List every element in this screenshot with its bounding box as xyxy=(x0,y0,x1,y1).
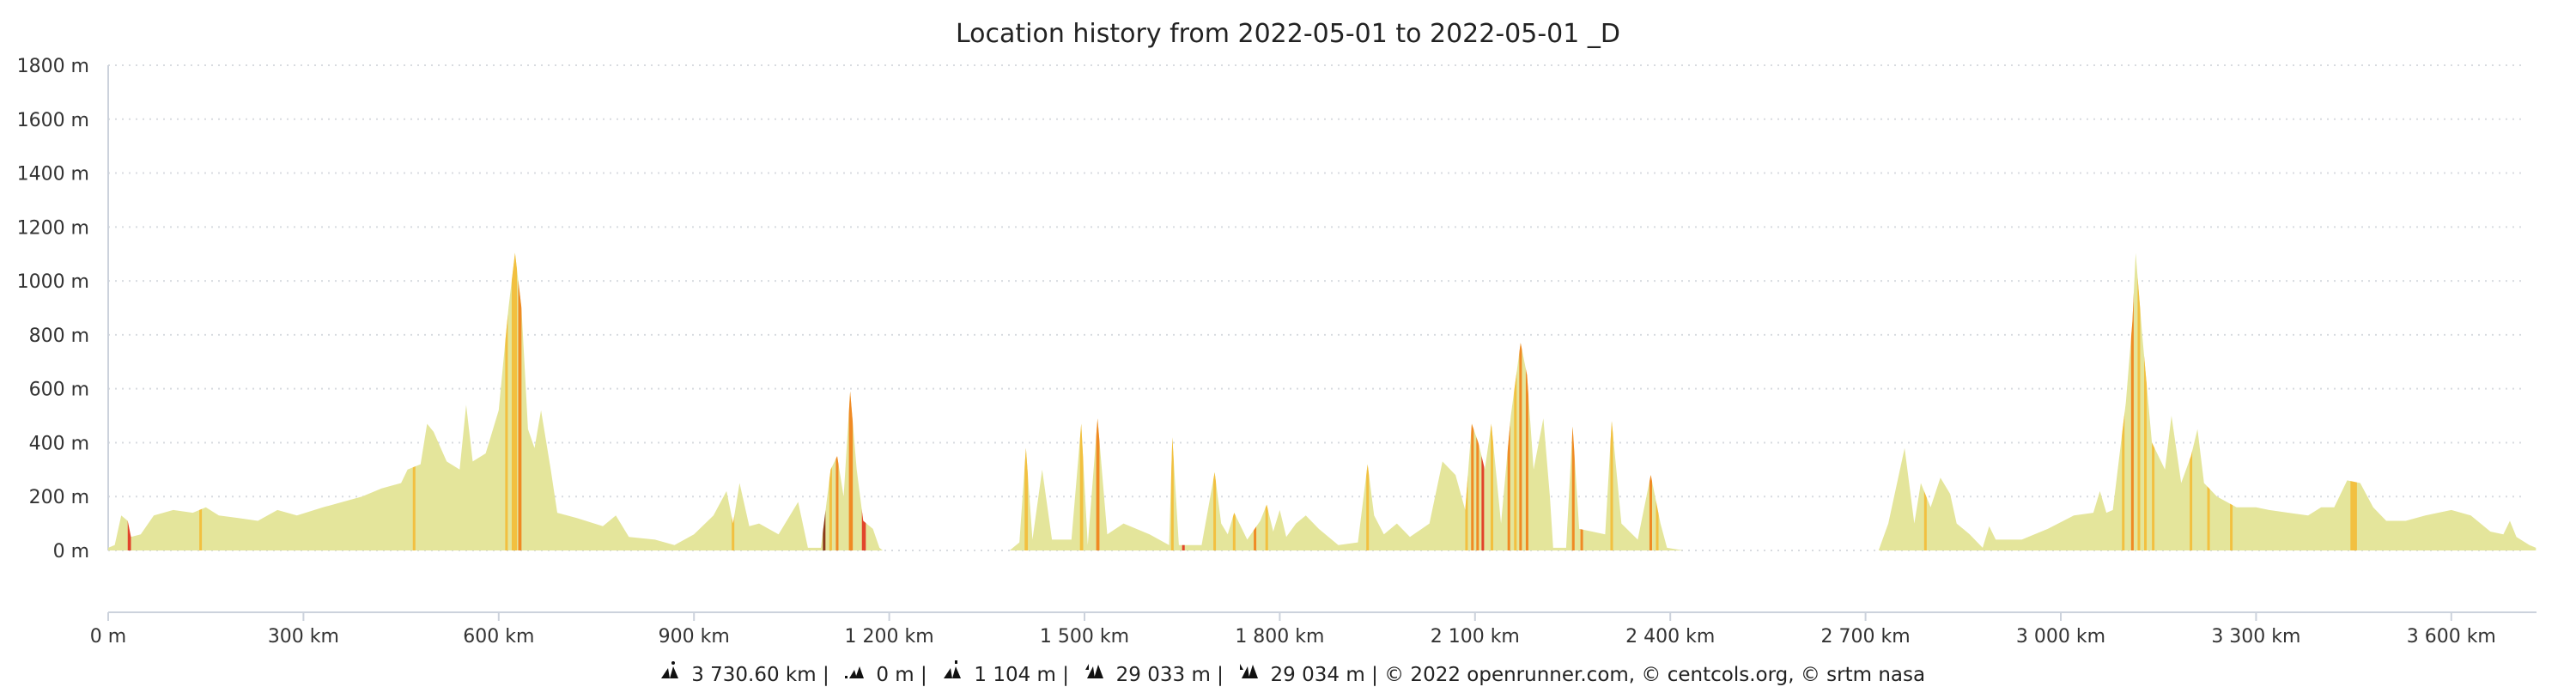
steep-segment-orange xyxy=(1254,252,1257,550)
separator: | xyxy=(1217,663,1224,686)
y-tick-label: 1600 m xyxy=(17,110,89,131)
x-tick-label: 1 800 km xyxy=(1235,626,1324,647)
y-axis: 0 m 200 m 400 m 600 m 800 m 1000 m 1200 m 1400 … xyxy=(17,56,89,562)
steep-segment-orange xyxy=(1096,252,1100,550)
x-tick-label: 3 000 km xyxy=(2016,626,2105,647)
y-tick-label: 1800 m xyxy=(17,56,89,77)
route-summary: 3 730.60 km | 0 m | 1 104 m | 29 033 m |… xyxy=(0,660,2576,686)
x-tick-label: 0 m xyxy=(90,626,126,647)
steep-segment-yellow xyxy=(732,252,735,550)
steep-segment-yellow xyxy=(511,252,518,550)
steep-segment-red xyxy=(127,252,131,550)
steep-segment-yellow xyxy=(1265,252,1268,550)
separator: | xyxy=(1371,663,1378,686)
steep-segment-orange xyxy=(1471,252,1474,550)
steep-segment-yellow xyxy=(1490,252,1494,550)
steep-segment-orange xyxy=(1476,252,1479,550)
y-tick-label: 400 m xyxy=(29,433,89,454)
steep-segment-yellow xyxy=(412,252,416,550)
steep-segment-yellow xyxy=(2230,252,2233,550)
credits: © 2022 openrunner.com, © centcols.org, ©… xyxy=(1384,663,1926,686)
distance-icon xyxy=(660,661,678,678)
steep-segment-orange xyxy=(1649,252,1652,550)
steep-segment-yellow xyxy=(199,252,203,550)
steep-segment-orange xyxy=(1525,252,1528,550)
steep-segment-yellow xyxy=(505,252,508,550)
y-tick-label: 200 m xyxy=(29,487,89,508)
steep-segment-orange xyxy=(1507,252,1510,550)
steep-segment-red xyxy=(1481,252,1485,550)
x-tick-label: 3 600 km xyxy=(2407,626,2496,647)
steep-segment-yellow xyxy=(2144,252,2148,550)
steep-segment-yellow xyxy=(1656,252,1659,550)
descent-icon xyxy=(1240,664,1259,678)
max-altitude-icon xyxy=(944,660,962,678)
steep-segment-yellow xyxy=(1366,252,1370,550)
steep-segment-orange xyxy=(2130,252,2134,550)
steep-segment-yellow xyxy=(2207,252,2210,550)
elevation-chart: Location history from 2022-05-01 to 2022… xyxy=(17,19,2537,647)
descent-value: 29 034 m xyxy=(1270,663,1365,686)
steep-segment-yellow xyxy=(1923,252,1927,550)
steep-segment-yellow xyxy=(1170,252,1174,550)
steep-segment-orange xyxy=(1519,252,1522,550)
distance-value: 3 730.60 km xyxy=(691,663,817,686)
steep-segment-yellow xyxy=(1610,252,1613,550)
y-tick-label: 1200 m xyxy=(17,217,89,239)
steep-segment-yellow xyxy=(1024,252,1029,550)
steep-segment-orange xyxy=(848,252,854,550)
steep-segment-yellow xyxy=(2122,252,2125,550)
x-tick-label: 1 500 km xyxy=(1040,626,1129,647)
steep-segment-yellow xyxy=(2350,252,2357,550)
ascent-value: 29 033 m xyxy=(1115,663,1211,686)
steep-segment-yellow xyxy=(2190,252,2193,550)
steep-segment-yellow xyxy=(2137,252,2141,550)
y-tick-label: 600 m xyxy=(29,380,89,401)
ascent-icon xyxy=(1085,664,1104,678)
steep-segment-brown xyxy=(823,252,826,550)
separator: | xyxy=(920,663,927,686)
x-tick-label: 1 200 km xyxy=(845,626,934,647)
separator: | xyxy=(822,663,829,686)
y-tick-label: 1400 m xyxy=(17,164,89,185)
steep-segment-orange xyxy=(835,252,839,550)
x-tick-label: 900 km xyxy=(659,626,730,647)
x-tick-label: 2 700 km xyxy=(1821,626,1911,647)
steep-segment-orange xyxy=(518,252,522,550)
steep-segment-yellow xyxy=(2152,252,2155,550)
steep-segment-yellow xyxy=(1213,252,1217,550)
y-tick-label: 1000 m xyxy=(17,271,89,293)
steep-segment-yellow xyxy=(1232,252,1236,550)
steep-segment-orange xyxy=(1571,252,1575,550)
x-tick-label: 600 km xyxy=(463,626,534,647)
min-altitude-icon xyxy=(845,666,865,678)
x-tick-label: 2 100 km xyxy=(1431,626,1520,647)
x-axis: 0 m 300 km 600 km 900 km 1 200 km 1 500 km 1 8… xyxy=(90,612,2496,647)
y-tick-label: 800 m xyxy=(29,325,89,347)
steep-segment-orange xyxy=(1580,252,1583,550)
y-tick-label: 0 m xyxy=(53,541,89,562)
chart-title: Location history from 2022-05-01 to 2022… xyxy=(956,19,1620,49)
elevation-area xyxy=(108,252,2537,550)
x-tick-label: 3 300 km xyxy=(2211,626,2300,647)
x-tick-label: 300 km xyxy=(268,626,339,647)
steep-segment-yellow xyxy=(1514,252,1517,550)
separator: | xyxy=(1062,663,1070,686)
steep-segment-red xyxy=(1182,252,1185,550)
x-tick-label: 2 400 km xyxy=(1625,626,1715,647)
steep-segment-red xyxy=(861,252,866,550)
min-altitude-value: 0 m xyxy=(876,663,914,686)
steep-segment-yellow xyxy=(1465,252,1468,550)
steep-segment-yellow xyxy=(829,252,832,550)
max-altitude-value: 1 104 m xyxy=(974,663,1056,686)
steep-segment-yellow xyxy=(1079,252,1084,550)
